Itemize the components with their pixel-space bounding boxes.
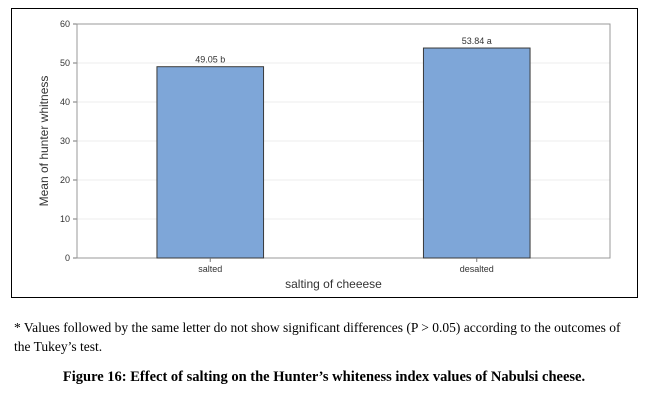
bar-salted (156, 66, 265, 259)
x-tick-label: desalted (460, 264, 494, 274)
bar-data-label: 53.84 a (462, 36, 492, 46)
y-tick-label: 30 (60, 136, 70, 146)
chart-frame: 0 10 20 30 40 50 60 49.05 b salted 53.84 a desalte… (11, 8, 638, 298)
y-tick-label: 50 (60, 58, 70, 68)
y-tick-label: 10 (60, 214, 70, 224)
bar-data-label: 49.05 b (195, 55, 225, 65)
bar-chart: 0 10 20 30 40 50 60 49.05 b salted 53.84 a desalte… (37, 19, 611, 291)
y-tick-label: 60 (60, 19, 70, 29)
y-axis-title: Mean of hunter whitness (37, 76, 51, 207)
y-tick-label: 40 (60, 97, 70, 107)
footnote: * Values followed by the same letter do … (14, 320, 621, 354)
bar-desalted (422, 47, 531, 259)
x-tick-label: salted (198, 264, 222, 274)
y-tick-label: 0 (65, 253, 70, 263)
plot-border (76, 23, 611, 259)
figure-caption: Figure 16: Effect of salting on the Hunt… (62, 369, 586, 385)
y-tick-label: 20 (60, 175, 70, 185)
x-axis-title: salting of cheeese (285, 277, 382, 291)
